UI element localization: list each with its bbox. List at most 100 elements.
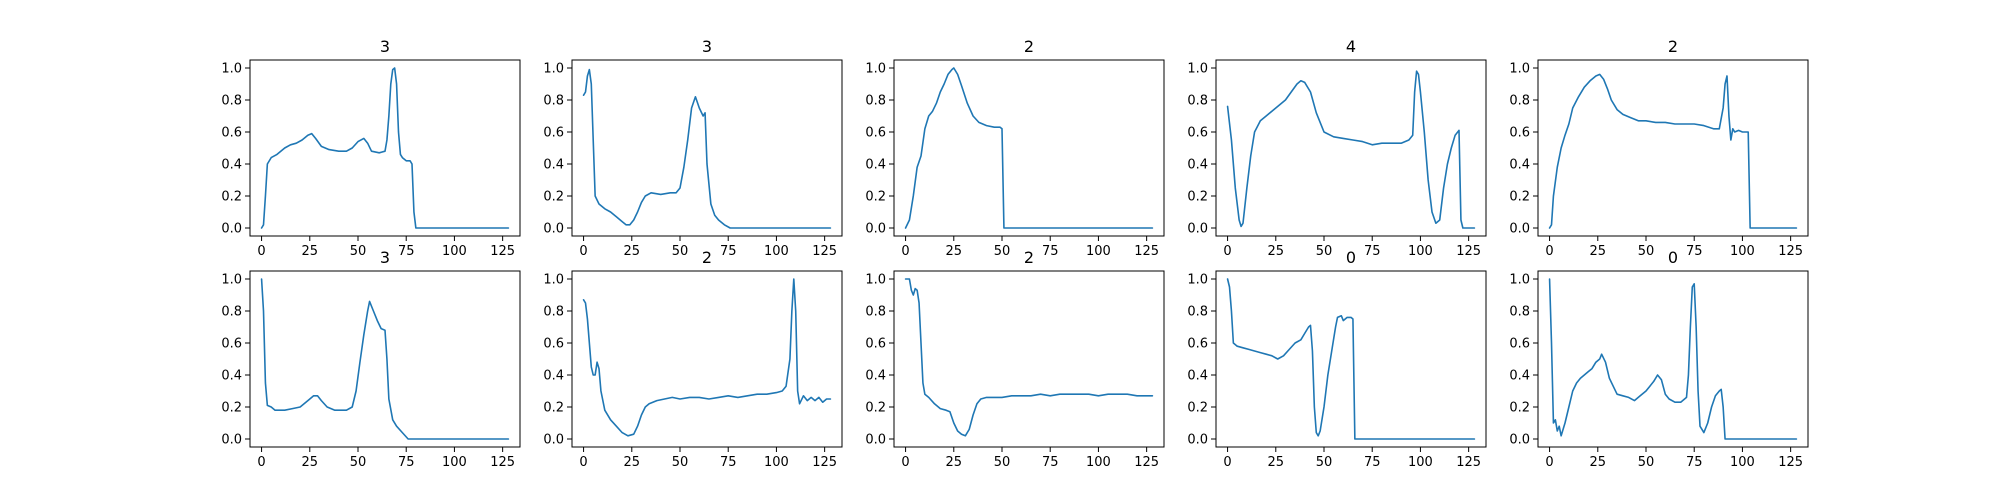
- x-tick-label: 50: [1316, 455, 1333, 470]
- y-tick-label: 0.4: [1509, 369, 1530, 384]
- subplot-title: 3: [702, 37, 712, 56]
- subplot: 4 0 25 50 75 100 125 0.0 0.2 0.4 0.6 0.8 1.0: [1187, 37, 1487, 259]
- y-tick-label: 0.2: [1509, 190, 1530, 205]
- x-tick-label: 0: [901, 455, 909, 470]
- x-tick-label: 125: [1778, 244, 1803, 259]
- x-tick-label: 0: [1545, 244, 1553, 259]
- x-tick-label: 50: [350, 455, 367, 470]
- subplot: 2 0 25 50 75 100 125 0.0 0.2 0.4 0.6 0.8 1.0: [865, 248, 1165, 470]
- y-tick-label: 0.4: [1509, 158, 1530, 173]
- x-tick-label: 100: [1086, 455, 1111, 470]
- x-tick-label: 0: [579, 455, 587, 470]
- subplot-title: 4: [1346, 37, 1356, 56]
- y-tick-label: 1.0: [1509, 273, 1530, 288]
- axes-frame: [1215, 270, 1487, 448]
- x-tick-label: 75: [1042, 455, 1059, 470]
- x-tick-label: 25: [946, 244, 963, 259]
- y-tick-label: 0.4: [543, 158, 564, 173]
- y-tick-label: 0.8: [221, 305, 242, 320]
- y-tick-label: 0.0: [865, 433, 886, 448]
- subplot-grid: 3 0 25 50 75 100 125 0.0 0.2 0.4 0.6 0.8 1.0 3 0 25 50 75…: [221, 37, 1809, 470]
- y-tick-label: 0.4: [1187, 158, 1208, 173]
- y-tick-label: 0.2: [865, 190, 886, 205]
- y-tick-label: 1.0: [865, 273, 886, 288]
- axes-frame: [1215, 59, 1487, 237]
- y-tick-label: 0.8: [221, 94, 242, 109]
- y-tick-label: 0.8: [865, 94, 886, 109]
- x-tick-label: 25: [624, 455, 641, 470]
- x-tick-label: 125: [1456, 244, 1481, 259]
- series-line: [1226, 278, 1476, 440]
- series-line: [582, 68, 832, 229]
- y-tick-label: 1.0: [543, 273, 564, 288]
- x-tick-label: 100: [764, 455, 789, 470]
- subplot: 3 0 25 50 75 100 125 0.0 0.2 0.4 0.6 0.8 1.0: [221, 248, 521, 470]
- y-tick-label: 0.2: [221, 401, 242, 416]
- x-tick-label: 125: [1134, 455, 1159, 470]
- x-tick-label: 25: [624, 244, 641, 259]
- series-line: [260, 278, 510, 440]
- x-tick-label: 0: [1545, 455, 1553, 470]
- x-tick-label: 100: [442, 455, 467, 470]
- series-line: [1226, 70, 1476, 229]
- axes-frame: [571, 270, 843, 448]
- x-tick-label: 50: [994, 244, 1011, 259]
- x-tick-label: 100: [1408, 244, 1433, 259]
- x-tick-label: 100: [1730, 244, 1755, 259]
- x-tick-label: 25: [1590, 455, 1607, 470]
- axes-frame: [893, 270, 1165, 448]
- y-tick-label: 0.2: [221, 190, 242, 205]
- x-tick-label: 25: [1268, 244, 1285, 259]
- x-tick-label: 0: [901, 244, 909, 259]
- axes-frame: [1537, 59, 1809, 237]
- y-tick-label: 0.2: [543, 401, 564, 416]
- subplot-title: 2: [702, 248, 712, 267]
- x-tick-label: 0: [257, 244, 265, 259]
- subplot-title: 0: [1668, 248, 1678, 267]
- axes-frame: [893, 59, 1165, 237]
- subplot-title: 2: [1024, 248, 1034, 267]
- y-tick-label: 0.0: [1509, 433, 1530, 448]
- y-tick-label: 0.6: [1187, 126, 1208, 141]
- x-tick-label: 125: [1134, 244, 1159, 259]
- subplot-title: 0: [1346, 248, 1356, 267]
- y-tick-label: 0.6: [221, 126, 242, 141]
- y-tick-label: 0.2: [543, 190, 564, 205]
- y-tick-label: 0.6: [1509, 337, 1530, 352]
- y-tick-label: 0.8: [1187, 305, 1208, 320]
- y-tick-label: 0.2: [865, 401, 886, 416]
- x-tick-label: 75: [1364, 244, 1381, 259]
- y-tick-label: 0.6: [1509, 126, 1530, 141]
- y-tick-label: 0.0: [221, 222, 242, 237]
- y-tick-label: 0.6: [543, 337, 564, 352]
- x-tick-label: 125: [812, 244, 837, 259]
- y-tick-label: 0.0: [1509, 222, 1530, 237]
- y-tick-label: 0.8: [1187, 94, 1208, 109]
- y-tick-label: 0.0: [865, 222, 886, 237]
- y-tick-label: 0.6: [865, 337, 886, 352]
- x-tick-label: 75: [1364, 455, 1381, 470]
- y-tick-label: 0.0: [543, 433, 564, 448]
- x-tick-label: 75: [1686, 455, 1703, 470]
- y-tick-label: 0.6: [865, 126, 886, 141]
- series-line: [260, 67, 510, 229]
- series-line: [582, 278, 832, 437]
- x-tick-label: 100: [764, 244, 789, 259]
- y-tick-label: 0.4: [1187, 369, 1208, 384]
- y-tick-label: 0.6: [221, 337, 242, 352]
- subplot: 3 0 25 50 75 100 125 0.0 0.2 0.4 0.6 0.8 1.0: [543, 37, 843, 259]
- series-line: [1548, 73, 1798, 229]
- y-tick-label: 0.8: [1509, 94, 1530, 109]
- x-tick-label: 75: [398, 244, 415, 259]
- x-tick-label: 100: [1086, 244, 1111, 259]
- subplot-title: 2: [1668, 37, 1678, 56]
- x-tick-label: 100: [1730, 455, 1755, 470]
- y-tick-label: 0.2: [1187, 401, 1208, 416]
- axes-frame: [1537, 270, 1809, 448]
- y-tick-label: 0.4: [221, 158, 242, 173]
- x-tick-label: 25: [1590, 244, 1607, 259]
- y-tick-label: 1.0: [221, 273, 242, 288]
- series-line: [904, 67, 1154, 229]
- x-tick-label: 25: [946, 455, 963, 470]
- y-tick-label: 0.4: [543, 369, 564, 384]
